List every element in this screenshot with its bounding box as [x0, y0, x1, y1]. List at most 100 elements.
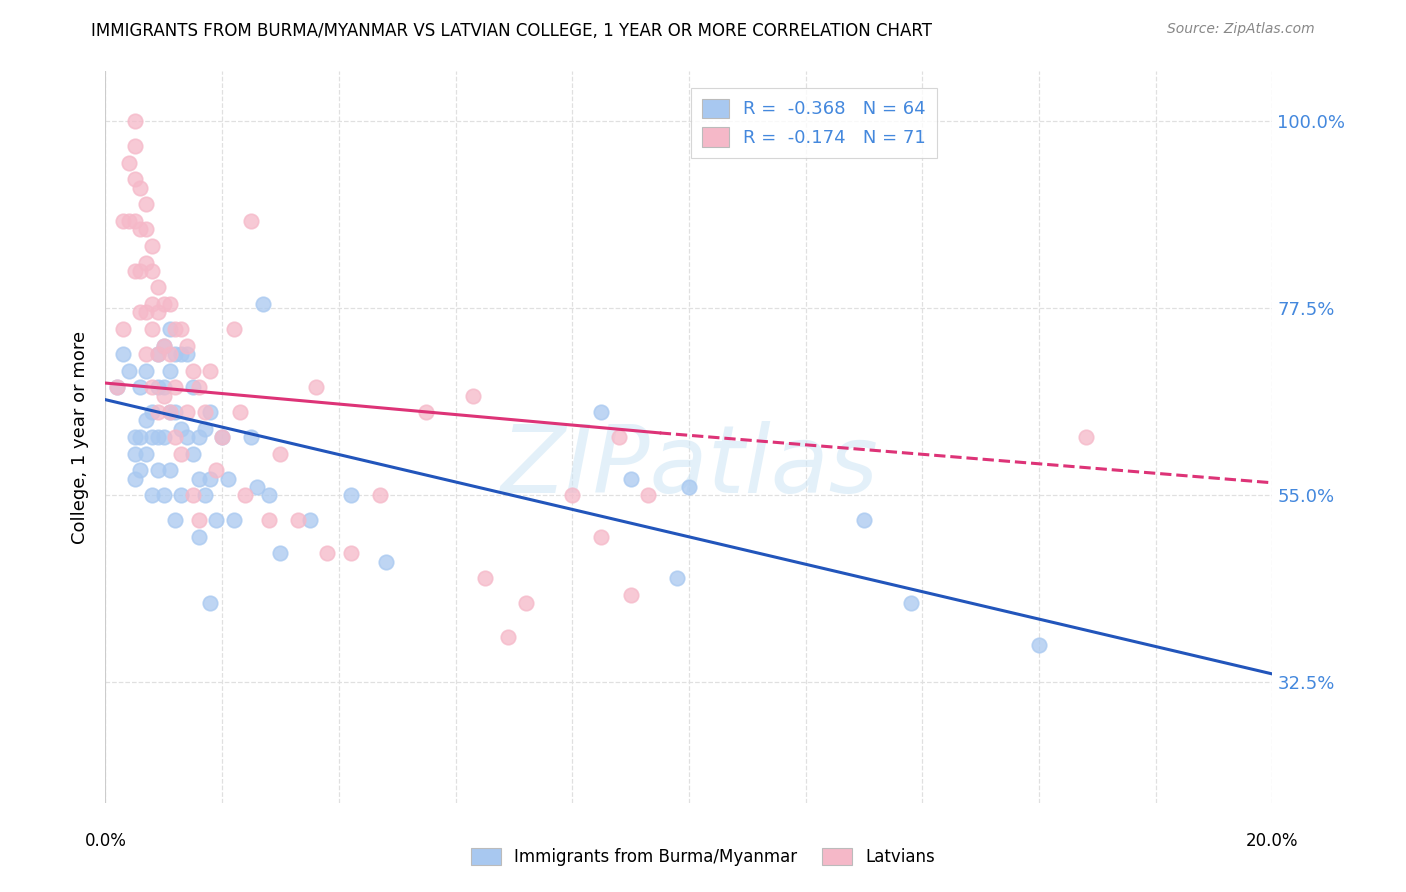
Point: [269, 546, 292, 560]
Point: [200, 472, 222, 486]
Point: [159, 363, 181, 377]
Point: [228, 405, 250, 419]
Point: [205, 513, 228, 527]
Point: [165, 430, 187, 444]
Point: [135, 347, 157, 361]
Point: [129, 222, 152, 236]
Point: [111, 322, 134, 336]
Point: [176, 347, 198, 361]
Point: [187, 513, 209, 527]
Point: [561, 488, 583, 502]
Point: [235, 488, 257, 502]
Point: [474, 571, 496, 585]
Point: [205, 463, 228, 477]
Point: [194, 422, 217, 436]
Point: [187, 472, 209, 486]
Point: [141, 430, 163, 444]
Point: [141, 264, 163, 278]
Point: [141, 380, 163, 394]
Point: [304, 380, 326, 394]
Point: [187, 530, 209, 544]
Point: [496, 630, 519, 644]
Text: 20.0%: 20.0%: [1246, 832, 1299, 850]
Point: [181, 488, 204, 502]
Point: [124, 114, 146, 128]
Point: [607, 430, 630, 444]
Point: [187, 430, 209, 444]
Point: [129, 380, 152, 394]
Point: [146, 280, 169, 294]
Point: [252, 297, 274, 311]
Point: [146, 305, 169, 319]
Point: [124, 214, 146, 228]
Point: [257, 513, 280, 527]
Point: [153, 488, 174, 502]
Point: [165, 322, 187, 336]
Point: [222, 513, 245, 527]
Legend: Immigrants from Burma/Myanmar, Latvians: Immigrants from Burma/Myanmar, Latvians: [464, 841, 942, 873]
Point: [159, 405, 181, 419]
Point: [135, 363, 157, 377]
Point: [415, 405, 437, 419]
Text: ZIPatlas: ZIPatlas: [501, 421, 877, 512]
Text: IMMIGRANTS FROM BURMA/MYANMAR VS LATVIAN COLLEGE, 1 YEAR OR MORE CORRELATION CHA: IMMIGRANTS FROM BURMA/MYANMAR VS LATVIAN…: [91, 22, 932, 40]
Point: [900, 596, 922, 610]
Point: [316, 546, 339, 560]
Point: [129, 430, 152, 444]
Point: [1074, 430, 1097, 444]
Point: [269, 447, 292, 461]
Point: [124, 430, 146, 444]
Point: [194, 488, 217, 502]
Point: [170, 347, 193, 361]
Point: [135, 197, 157, 211]
Point: [153, 297, 174, 311]
Point: [129, 305, 152, 319]
Point: [111, 214, 134, 228]
Point: [368, 488, 391, 502]
Point: [159, 297, 181, 311]
Point: [176, 430, 198, 444]
Point: [124, 472, 146, 486]
Text: 0.0%: 0.0%: [84, 832, 127, 850]
Point: [124, 447, 146, 461]
Point: [135, 305, 157, 319]
Point: [153, 430, 174, 444]
Y-axis label: College, 1 year or more: College, 1 year or more: [72, 331, 90, 543]
Point: [129, 463, 152, 477]
Point: [1028, 638, 1050, 652]
Point: [118, 214, 141, 228]
Point: [146, 380, 169, 394]
Point: [222, 322, 245, 336]
Point: [187, 380, 209, 394]
Point: [153, 380, 174, 394]
Point: [170, 488, 193, 502]
Point: [181, 380, 204, 394]
Point: [135, 255, 157, 269]
Point: [153, 338, 174, 352]
Point: [146, 430, 169, 444]
Point: [200, 405, 222, 419]
Point: [240, 430, 263, 444]
Point: [374, 555, 396, 569]
Point: [159, 405, 181, 419]
Point: [211, 430, 233, 444]
Point: [181, 363, 204, 377]
Point: [135, 413, 157, 427]
Point: [176, 338, 198, 352]
Point: [211, 430, 233, 444]
Point: [135, 447, 157, 461]
Point: [591, 530, 613, 544]
Point: [200, 596, 222, 610]
Point: [217, 472, 239, 486]
Point: [194, 405, 217, 419]
Point: [105, 380, 128, 394]
Point: [246, 480, 269, 494]
Point: [515, 596, 537, 610]
Point: [141, 297, 163, 311]
Point: [159, 463, 181, 477]
Point: [165, 405, 187, 419]
Point: [118, 363, 141, 377]
Point: [141, 322, 163, 336]
Point: [240, 214, 263, 228]
Point: [141, 405, 163, 419]
